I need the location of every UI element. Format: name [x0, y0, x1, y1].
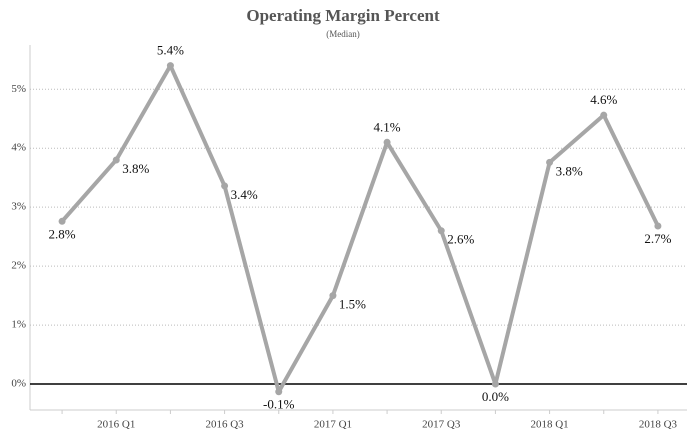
data-label: 4.6%	[590, 92, 617, 107]
data-label: -0.1%	[263, 397, 295, 412]
point	[329, 292, 337, 300]
data-label: 1.5%	[339, 297, 366, 312]
y-tick-label: 5%	[11, 83, 26, 95]
x-tick-label: 2016 Q3	[205, 419, 244, 431]
data-label: 3.4%	[231, 187, 258, 202]
x-tick-label: 2017 Q1	[314, 419, 352, 431]
y-tick-label: 2%	[11, 260, 26, 272]
point	[221, 182, 229, 190]
point	[491, 380, 499, 388]
x-tick-label: 2018 Q1	[530, 419, 568, 431]
point	[437, 227, 445, 235]
point	[112, 156, 120, 164]
line	[60, 63, 660, 394]
point	[58, 217, 66, 225]
x-tick-label: 2016 Q1	[97, 419, 135, 431]
y-tick-label: 4%	[11, 142, 26, 154]
data-label: 3.8%	[556, 163, 583, 178]
x-tick-label: 2018 Q3	[639, 419, 678, 431]
data-label: 2.6%	[447, 232, 474, 247]
y-tick-label: 0%	[11, 378, 26, 390]
point	[600, 111, 608, 119]
data-label: 5.4%	[157, 43, 184, 58]
data-label: 2.8%	[49, 226, 76, 241]
x-tick-label: 2017 Q3	[422, 419, 461, 431]
data-label: 3.8%	[122, 161, 149, 176]
point	[654, 222, 662, 230]
chart-subtitle: (Median)	[326, 29, 360, 39]
point	[275, 388, 283, 396]
data-label: 4.1%	[374, 119, 401, 134]
data-label: 2.7%	[644, 231, 671, 246]
data-label: 0.0%	[482, 389, 509, 404]
chart-title: Operating Margin Percent	[246, 6, 440, 25]
point	[383, 138, 391, 146]
point	[546, 158, 554, 166]
point	[166, 62, 174, 70]
y-tick-label: 3%	[11, 201, 26, 213]
y-tick-label: 1%	[11, 319, 26, 331]
